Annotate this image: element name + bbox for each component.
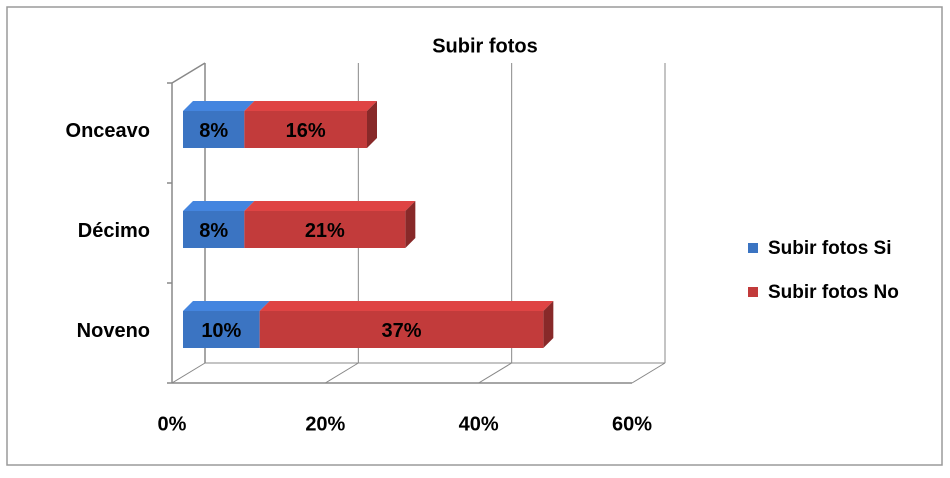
bar-top: [183, 201, 255, 211]
bar-top: [183, 301, 270, 311]
y-tick-label: Noveno: [77, 320, 150, 342]
x-tick-label: 60%: [612, 413, 652, 435]
grid-line: [631, 362, 666, 384]
data-label: 16%: [286, 120, 326, 142]
bar-top: [244, 101, 377, 111]
y-tick-label: Onceavo: [66, 120, 150, 142]
data-label: 21%: [305, 220, 345, 242]
data-label: 37%: [381, 320, 421, 342]
data-label: 8%: [199, 120, 228, 142]
bar-side: [367, 101, 377, 148]
bar-side: [405, 201, 416, 248]
y-tick-label: Décimo: [78, 220, 150, 242]
data-label: 8%: [199, 220, 228, 242]
grid-line: [325, 362, 359, 384]
data-label: 10%: [201, 320, 241, 342]
bar-top: [183, 101, 255, 111]
grid-line: [478, 362, 512, 384]
bar-top: [244, 201, 416, 211]
wall-edge: [171, 62, 206, 84]
bar-top: [259, 301, 554, 311]
x-tick-label: 0%: [158, 413, 187, 435]
legend-label: Subir fotos Si: [768, 238, 892, 259]
bar: [183, 311, 260, 348]
bar: [244, 111, 367, 148]
chart-border: [6, 6, 943, 466]
bar-side: [543, 301, 554, 348]
chart-title: Subir fotos: [432, 35, 538, 57]
bar: [244, 211, 406, 248]
legend-swatch: [748, 243, 758, 253]
bar: [183, 211, 245, 248]
bar: [183, 111, 245, 148]
legend-swatch: [748, 287, 758, 297]
legend-label: Subir fotos No: [768, 282, 899, 303]
grid-line: [171, 362, 206, 384]
x-tick-label: 20%: [305, 413, 345, 435]
x-tick-label: 40%: [459, 413, 499, 435]
bar: [259, 311, 544, 348]
